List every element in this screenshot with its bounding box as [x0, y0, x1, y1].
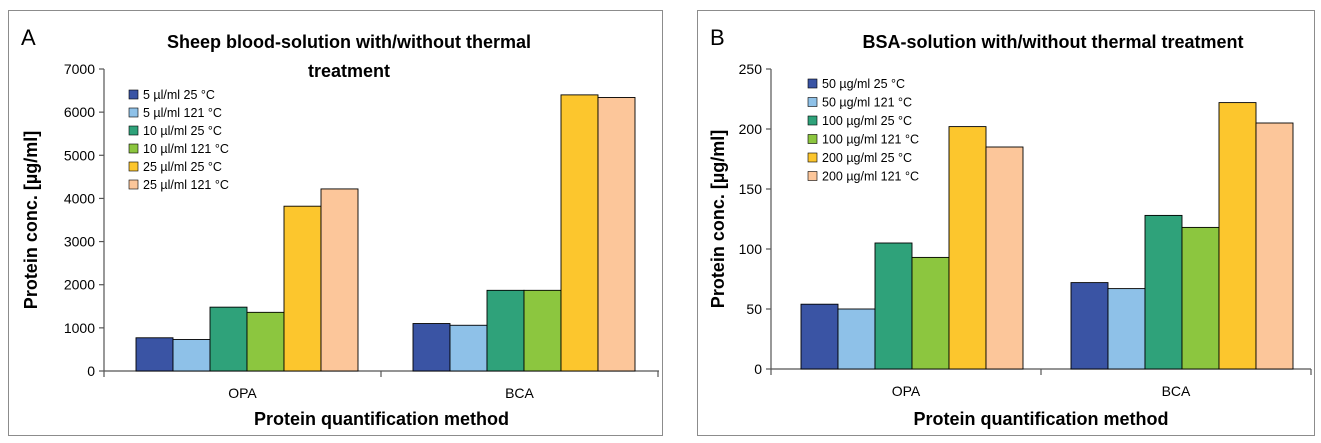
legend-label: 200 µg/ml 121 °C — [822, 170, 919, 184]
legend-swatch — [128, 125, 139, 136]
legend-label: 100 µg/ml 25 °C — [822, 114, 912, 128]
y-axis-title: Protein conc. [µg/ml] — [21, 131, 41, 309]
bar-bca-series-4 — [523, 289, 562, 372]
y-tick-label: 2000 — [64, 277, 95, 293]
legend-swatch — [128, 161, 139, 172]
legend-swatch — [128, 143, 139, 154]
bar-opa-series-5 — [283, 205, 322, 372]
chart-title-line1: BSA-solution with/without thermal treatm… — [863, 32, 1244, 52]
legend-label: 50 µg/ml 121 °C — [822, 96, 912, 110]
x-tick-label: BCA — [505, 385, 534, 401]
y-tick-label: 4000 — [64, 190, 95, 206]
bar-bca-series-5 — [560, 94, 599, 372]
legend-label: 50 µg/ml 25 °C — [822, 77, 905, 91]
panel-label: A — [21, 25, 36, 50]
bar-opa-series-5 — [948, 126, 987, 370]
bar-bca-series-4 — [1181, 226, 1220, 370]
chart-panel-a: A Sheep blood-solution with/without therm… — [8, 10, 663, 436]
legend-label: 5 µl/ml 121 °C — [143, 106, 222, 120]
bar-opa-series-6 — [320, 188, 359, 372]
bar-opa-series-4 — [246, 311, 285, 372]
x-tick-label: OPA — [228, 385, 257, 401]
bar-bca-series-6 — [597, 97, 636, 372]
bar-bca-series-3 — [486, 289, 525, 372]
y-tick-label: 5000 — [64, 147, 95, 163]
legend-swatch — [807, 115, 818, 126]
legend-swatch — [128, 89, 139, 100]
panel-label: B — [710, 25, 725, 50]
chart-panel-b: B BSA-solution with/without thermal treat… — [697, 10, 1315, 436]
legend-label: 10 µl/ml 121 °C — [143, 142, 229, 156]
bar-bca-series-2 — [1107, 288, 1146, 370]
bar-bca-series-1 — [412, 323, 451, 372]
y-tick-label: 250 — [739, 61, 763, 77]
y-tick-label: 0 — [87, 363, 95, 379]
y-tick-label: 6000 — [64, 104, 95, 120]
chart-title-line1: Sheep blood-solution with/without therma… — [167, 32, 531, 52]
legend-swatch — [807, 171, 818, 181]
bar-opa-series-2 — [837, 308, 876, 370]
legend-swatch — [807, 78, 818, 89]
y-axis-title: Protein conc. [µg/ml] — [708, 130, 728, 308]
legend-swatch — [128, 107, 139, 118]
y-tick-label: 200 — [739, 121, 763, 137]
x-tick-label: OPA — [892, 383, 921, 399]
y-tick-label: 7000 — [64, 61, 95, 77]
bar-opa-series-4 — [911, 256, 950, 370]
y-tick-label: 3000 — [64, 234, 95, 250]
bar-opa-series-6 — [985, 146, 1024, 370]
bar-opa-series-3 — [209, 306, 248, 372]
legend-label: 5 µl/ml 25 °C — [143, 88, 215, 102]
y-tick-label: 150 — [739, 181, 763, 197]
legend-swatch — [807, 152, 818, 163]
legend-label: 200 µg/ml 25 °C — [822, 151, 912, 165]
legend-label: 25 µl/ml 25 °C — [143, 160, 222, 174]
bar-opa-series-3 — [874, 242, 913, 370]
bar-opa-series-1 — [135, 337, 174, 372]
y-tick-label: 50 — [746, 301, 762, 317]
bar-bca-series-2 — [449, 324, 488, 372]
legend-swatch — [128, 179, 139, 190]
x-axis-title: Protein quantification method — [914, 409, 1169, 429]
legend-label: 100 µg/ml 121 °C — [822, 133, 919, 147]
bar-bca-series-5 — [1218, 102, 1257, 370]
bar-bca-series-1 — [1070, 282, 1109, 370]
bar-bca-series-6 — [1255, 122, 1294, 370]
bar-bca-series-3 — [1144, 214, 1183, 370]
chart-b-svg: B BSA-solution with/without thermal treat… — [708, 25, 1312, 429]
x-tick-label: BCA — [1162, 383, 1191, 399]
legend-swatch — [807, 134, 818, 144]
legend-label: 10 µl/ml 25 °C — [143, 124, 222, 138]
x-axis-title: Protein quantification method — [254, 409, 509, 429]
chart-title-line2: treatment — [308, 61, 390, 81]
y-tick-label: 1000 — [64, 320, 95, 336]
y-tick-label: 100 — [739, 241, 763, 257]
y-tick-label: 0 — [754, 361, 762, 377]
bar-opa-series-2 — [172, 339, 211, 372]
bar-opa-series-1 — [800, 303, 839, 370]
chart-a-svg: A Sheep blood-solution with/without therm… — [21, 25, 659, 429]
legend-swatch — [807, 97, 818, 107]
legend-label: 25 µl/ml 121 °C — [143, 178, 229, 192]
